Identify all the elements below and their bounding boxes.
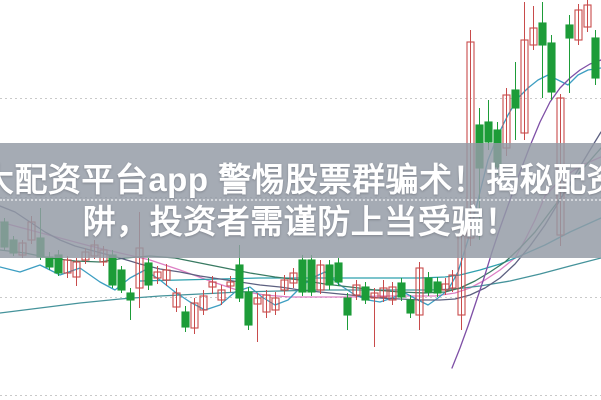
candle-down: [181, 311, 190, 328]
candle-up: [448, 274, 457, 289]
candle-up: [271, 297, 280, 311]
candle-down: [547, 42, 556, 93]
candle-down: [307, 259, 316, 293]
candle-down: [244, 291, 253, 326]
candle-down: [334, 262, 343, 283]
candle-up: [72, 261, 81, 278]
candle-down: [298, 259, 307, 293]
headline-line-2: 阱，投资者需谨防上当受骗！: [82, 202, 519, 240]
candle-up: [529, 27, 538, 46]
candle-down: [361, 286, 370, 301]
candle-up: [370, 292, 379, 299]
candle-up: [172, 292, 181, 308]
candle-down: [397, 282, 406, 298]
candle-down: [433, 281, 442, 294]
candle-up: [352, 284, 361, 296]
candle-up: [280, 279, 289, 291]
candle-up: [162, 269, 171, 281]
candle-down: [325, 264, 334, 286]
candle-up: [415, 267, 424, 316]
gridline-on-band: [0, 199, 601, 201]
candle-down: [406, 299, 415, 314]
candle-down: [484, 121, 493, 143]
candle-up: [208, 281, 217, 288]
candle-up: [379, 287, 388, 298]
headline-overlay-band: 十大配资平台app 警惕股票群骗术！揭秘配资陷 阱，投资者需谨防上当受骗！: [0, 143, 601, 258]
candle-up: [199, 295, 208, 311]
candle-up: [253, 297, 262, 305]
candle-down: [144, 262, 153, 286]
candle-down: [511, 89, 520, 109]
candle-down: [565, 24, 574, 39]
candle-up: [153, 271, 162, 279]
candle-up: [289, 272, 298, 284]
candle-up: [217, 289, 226, 301]
candle-up: [583, 4, 592, 28]
candle-down: [117, 269, 126, 291]
candle-down: [235, 264, 244, 299]
ma-teal-slow: [0, 257, 601, 314]
candle-up: [262, 294, 271, 313]
candle-up: [316, 264, 325, 291]
candle-up: [574, 9, 583, 41]
candle-down: [126, 292, 135, 301]
candle-up: [388, 286, 397, 301]
candle-down: [538, 22, 547, 46]
candle-up: [63, 259, 72, 274]
candle-down: [343, 297, 352, 316]
candle-down: [591, 37, 600, 79]
candle-down: [108, 254, 117, 286]
headline-line-1: 十大配资平台app 警惕股票群骗术！揭秘配资陷: [0, 160, 601, 198]
candle-up: [190, 302, 199, 329]
candle-down: [424, 277, 433, 293]
candle-up: [520, 39, 529, 134]
candle-up: [226, 281, 235, 287]
candle-down: [45, 256, 54, 268]
